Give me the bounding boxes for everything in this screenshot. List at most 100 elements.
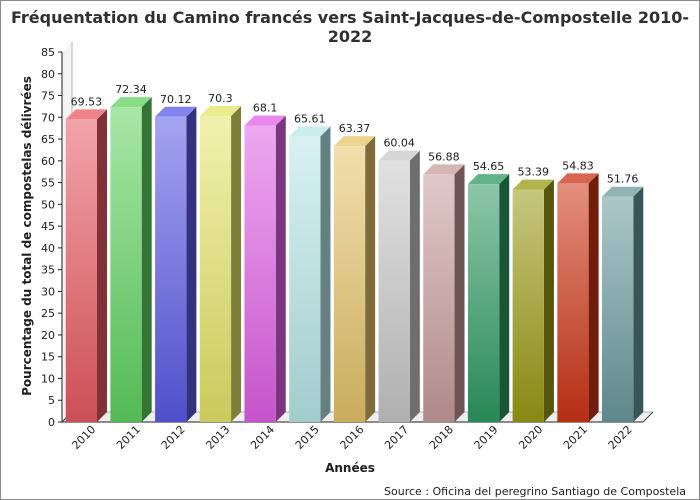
data-label: 69.53 [71,95,103,108]
bar-2010 [65,109,107,422]
data-label: 72.34 [115,83,147,96]
data-labels: 69.53 72.34 70.12 70.3 68.1 65.61 63.37 60.04 56… [71,83,639,186]
bar-top [155,106,197,117]
bar-top [378,150,420,161]
bar-front [602,196,634,422]
data-label: 53.39 [518,166,550,179]
y-tick-label: 35 [41,264,55,277]
bar-side [588,173,599,422]
bar-front [244,125,276,423]
x-axis-label: Années [325,461,375,475]
bar-side [231,105,242,423]
data-label: 65.61 [294,112,326,125]
y-tick-label: 75 [41,90,55,103]
bar-top [244,115,286,126]
bar-front [512,189,544,422]
bar-side [365,136,376,422]
floor-edge-right [642,411,654,423]
bar-2022 [602,186,644,422]
x-tick-label: 2017 [382,423,411,452]
data-label: 70.12 [160,93,192,106]
bar-top [467,174,510,185]
y-tick-label: 15 [41,351,55,364]
bar-2021 [557,173,599,422]
bar-2016 [333,136,376,422]
chart-title: Fréquentation du Camino francés vers Sai… [10,8,690,46]
data-label: 68.1 [253,102,278,115]
y-tick-label: 65 [41,133,55,146]
y-tick-label: 20 [41,329,55,342]
bar-top [110,97,152,108]
bar-front [333,146,366,422]
bar-side [454,164,465,422]
y-tick-label: 45 [41,220,55,233]
x-tick-label: 2014 [248,423,277,452]
y-tick-label: 85 [41,46,55,59]
x-tick-label: 2019 [472,423,501,452]
bar-front [199,115,232,423]
bar-side [543,179,554,422]
bar-top [65,109,107,120]
x-tick-label: 2010 [69,423,98,452]
bar-side [409,150,420,422]
bar-2020 [512,179,554,422]
bar-side [275,115,286,423]
data-label: 54.83 [562,159,594,172]
bar-front [467,184,500,422]
bar-front [110,107,142,422]
x-tick-label: 2012 [159,423,188,452]
bar-side [499,174,510,422]
bar-top [423,164,465,175]
x-tick-label: 2011 [114,423,143,452]
bar-2018 [423,164,465,422]
bar-front [65,119,97,422]
y-tick-label: 10 [41,372,55,385]
x-tick-label: 2020 [516,423,545,452]
y-tick-label: 55 [41,177,55,190]
x-tick-label: 2022 [606,423,635,452]
y-tick-label: 40 [41,242,55,255]
bar-side [633,186,644,422]
bar-front [557,183,589,422]
bar-side [320,126,331,422]
data-label: 51.76 [607,173,639,186]
bar-top [512,179,554,190]
bar-front [289,136,321,422]
bar-top [602,186,644,197]
bar-front [378,160,410,422]
bar-side [186,106,197,423]
data-label: 70.3 [208,92,233,105]
bar-side [96,109,107,422]
bars [65,97,644,423]
x-ticks: 2010 2011 2012 2013 2014 2015 2016 2017 2018 2019… [69,423,634,452]
bar-2013 [199,105,242,423]
x-tick-label: 2015 [293,423,322,452]
bar-top [333,136,376,147]
data-label: 63.37 [339,122,371,135]
bar-2015 [289,126,331,422]
bar-top [557,173,599,184]
y-tick-label: 70 [41,111,55,124]
data-label: 54.65 [473,160,505,173]
source-note: Source : Oficina del peregrino Santiago … [384,485,686,498]
bar-side [141,97,152,422]
y-tick-label: 80 [41,68,55,81]
x-tick-label: 2013 [203,423,232,452]
bar-top [289,126,331,137]
bar-2019 [467,174,510,422]
bar-front [155,116,187,423]
y-tick-label: 60 [41,155,55,168]
bar-2011 [110,97,152,422]
bar-2012 [155,106,197,423]
y-tick-label: 25 [41,307,55,320]
data-label: 56.88 [428,150,460,163]
x-tick-label: 2016 [338,423,367,452]
bar-2014 [244,115,286,423]
x-tick-label: 2021 [561,423,590,452]
bar-top [199,105,242,116]
y-tick-label: 0 [48,416,55,429]
bar-2017 [378,150,420,422]
data-label: 60.04 [383,137,415,150]
y-tick-label: 5 [48,394,55,407]
